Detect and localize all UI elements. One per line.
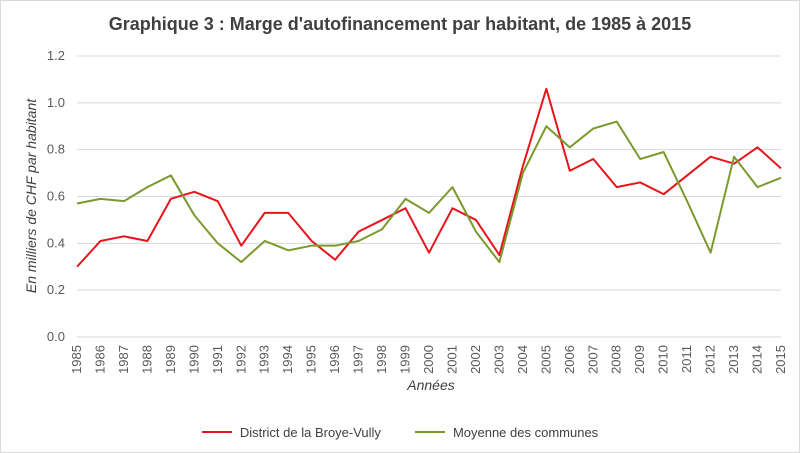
x-tick-label: 1989 (163, 345, 178, 374)
x-tick-label: 2005 (538, 345, 553, 374)
series-line-moyenne (76, 120, 782, 264)
x-tick-label: 2011 (679, 345, 694, 373)
x-tick-label: 2013 (726, 345, 741, 374)
y-axis-ticks: 0.0 0.2 0.4 0.6 0.8 1.0 1.2 (47, 48, 65, 344)
x-tick-label: 1992 (233, 345, 248, 374)
x-tick-label: 2000 (421, 345, 436, 374)
legend-swatch-moyenne (414, 431, 445, 433)
x-tick-label: 2014 (750, 345, 765, 374)
legend-label-district: District de la Broye-Vully (239, 424, 381, 440)
x-tick-label: 2001 (444, 345, 459, 374)
x-tick-label: 1985 (69, 345, 84, 374)
legend-item-moyenne: Moyenne des communes (414, 424, 599, 440)
x-tick-label: 1999 (398, 345, 413, 374)
legend-label-moyenne: Moyenne des communes (452, 424, 599, 440)
x-tick-label: 1998 (374, 345, 389, 374)
legend-item-district: District de la Broye-Vully (201, 424, 381, 440)
y-tick-label: 0.6 (47, 189, 65, 204)
x-tick-label: 1997 (351, 345, 366, 374)
chart-title: Graphique 3 : Marge d'autofinancement pa… (108, 14, 692, 34)
x-tick-label: 1994 (280, 345, 295, 374)
legend-swatch-district (201, 431, 232, 433)
x-tick-label: 2008 (609, 345, 624, 374)
x-tick-label: 2002 (468, 345, 483, 374)
x-tick-label: 1988 (139, 345, 154, 374)
x-axis-ticks: 1985 1986 1987 1988 1989 1990 1991 1992 1993 1994… (69, 345, 788, 374)
x-tick-label: 2012 (703, 345, 718, 374)
x-tick-label: 2003 (491, 345, 506, 374)
x-tick-label: 1993 (257, 345, 272, 374)
x-tick-label: 2009 (632, 345, 647, 374)
x-tick-label: 2015 (773, 345, 788, 374)
y-tick-label: 0.4 (47, 235, 65, 250)
x-tick-label: 2007 (585, 345, 600, 374)
y-axis-label: En milliers de CHF par habitant (23, 98, 39, 293)
x-tick-label: 1991 (210, 345, 225, 374)
x-tick-label: 2004 (515, 345, 530, 374)
y-tick-label: 1.2 (47, 48, 65, 63)
x-tick-label: 2006 (562, 345, 577, 374)
y-tick-label: 1.0 (47, 95, 65, 110)
y-tick-label: 0.0 (47, 329, 65, 344)
legend: District de la Broye-Vully Moyenne des c… (1, 422, 799, 442)
x-tick-label: 2010 (656, 345, 671, 374)
x-tick-label: 1996 (327, 345, 342, 374)
x-tick-label: 1990 (186, 345, 201, 374)
gridlines (77, 55, 781, 338)
x-axis-label: Années (406, 377, 454, 393)
series-lines (76, 87, 782, 268)
x-tick-label: 1995 (304, 345, 319, 374)
y-tick-label: 0.2 (47, 282, 65, 297)
x-tick-label: 1986 (92, 345, 107, 374)
x-tick-label: 1987 (116, 345, 131, 374)
y-tick-label: 0.8 (47, 142, 65, 157)
